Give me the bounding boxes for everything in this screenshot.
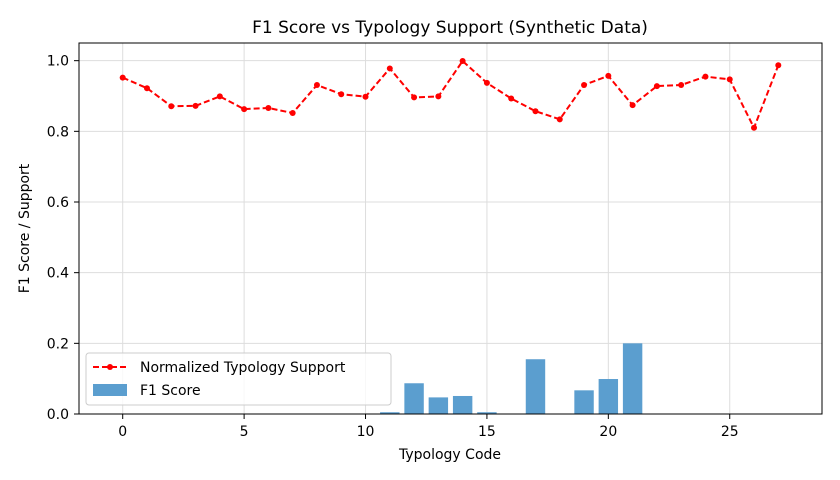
support-point xyxy=(143,85,150,92)
support-point xyxy=(362,93,369,100)
y-tick-label: 0.8 xyxy=(47,124,69,140)
legend-label-f1: F1 Score xyxy=(140,383,201,399)
bar-f1-score xyxy=(525,359,546,414)
support-point xyxy=(241,106,248,113)
legend-box xyxy=(85,352,392,406)
bar-series xyxy=(380,343,643,414)
support-point xyxy=(192,102,199,109)
support-point xyxy=(605,72,612,79)
bar-f1-score xyxy=(477,412,497,414)
line-series xyxy=(119,58,782,131)
y-tick-label: 0.4 xyxy=(47,266,69,282)
y-axis-label: F1 Score / Support xyxy=(17,163,33,293)
support-point xyxy=(483,79,490,86)
x-tick-label: 0 xyxy=(118,424,127,440)
support-point xyxy=(411,94,418,101)
legend-label-support: Normalized Typology Support xyxy=(140,360,346,376)
x-axis-ticks: 0 5 10 15 20 25 xyxy=(118,414,739,440)
support-point xyxy=(508,95,515,102)
support-point xyxy=(751,124,758,131)
legend-line-marker xyxy=(107,364,113,370)
bar-f1-score xyxy=(380,412,400,414)
support-point xyxy=(532,108,539,115)
support-line xyxy=(122,59,780,131)
legend: Normalized Typology Support F1 Score xyxy=(85,352,392,406)
support-point xyxy=(265,105,272,112)
support-point xyxy=(435,93,442,100)
support-point xyxy=(702,73,709,80)
bar-f1-score xyxy=(428,397,449,414)
y-tick-label: 1.0 xyxy=(47,54,69,70)
y-tick-label: 0.2 xyxy=(47,336,69,352)
bar-f1-score xyxy=(622,343,643,414)
bar-f1-score xyxy=(598,379,619,414)
x-tick-label: 10 xyxy=(357,424,375,440)
x-tick-label: 20 xyxy=(599,424,617,440)
y-tick-label: 0.6 xyxy=(47,195,69,211)
y-axis-ticks: 0.0 0.2 0.4 0.6 0.8 1.0 xyxy=(47,54,79,423)
x-tick-label: 15 xyxy=(478,424,496,440)
plot-frame xyxy=(78,42,823,415)
support-point xyxy=(581,82,588,89)
support-point xyxy=(338,91,345,98)
support-point xyxy=(289,109,296,116)
legend-bar-swatch xyxy=(93,384,127,396)
bar-f1-score xyxy=(452,395,473,414)
support-point xyxy=(775,62,782,69)
y-tick-label: 0.0 xyxy=(47,407,69,423)
x-axis-label: Typology Code xyxy=(398,447,501,463)
support-point xyxy=(216,93,223,100)
support-point xyxy=(313,82,320,89)
x-tick-label: 5 xyxy=(240,424,249,440)
support-point xyxy=(629,102,636,109)
support-point xyxy=(119,74,126,81)
bar-f1-score xyxy=(404,383,424,414)
bar-f1-score xyxy=(574,390,594,414)
x-tick-label: 25 xyxy=(721,424,739,440)
support-point xyxy=(386,65,393,72)
support-point xyxy=(556,116,563,123)
chart-title: F1 Score vs Typology Support (Synthetic … xyxy=(252,18,648,38)
support-point xyxy=(168,103,175,110)
support-point xyxy=(653,83,660,90)
support-point xyxy=(459,58,466,65)
support-point xyxy=(678,82,685,89)
support-point xyxy=(726,76,733,83)
